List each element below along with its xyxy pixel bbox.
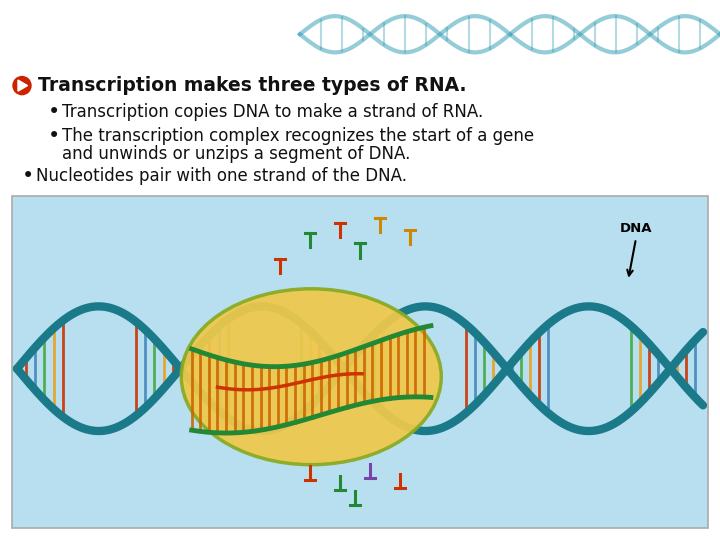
- Text: •: •: [48, 126, 60, 146]
- FancyBboxPatch shape: [12, 196, 708, 528]
- Text: DNA: DNA: [620, 222, 652, 235]
- Polygon shape: [18, 80, 27, 91]
- Text: •: •: [48, 102, 60, 122]
- Text: 8.4 Transcription: 8.4 Transcription: [12, 21, 251, 45]
- Text: Nucleotides pair with one strand of the DNA.: Nucleotides pair with one strand of the …: [36, 167, 407, 185]
- FancyArrowPatch shape: [627, 241, 636, 275]
- Text: Transcription copies DNA to make a strand of RNA.: Transcription copies DNA to make a stran…: [62, 103, 483, 121]
- Text: Transcription makes three types of RNA.: Transcription makes three types of RNA.: [38, 76, 467, 95]
- Text: The transcription complex recognizes the start of a gene: The transcription complex recognizes the…: [62, 127, 534, 145]
- Ellipse shape: [181, 289, 441, 465]
- Text: and unwinds or unzips a segment of DNA.: and unwinds or unzips a segment of DNA.: [62, 145, 410, 163]
- Circle shape: [13, 77, 31, 94]
- Text: •: •: [22, 166, 35, 186]
